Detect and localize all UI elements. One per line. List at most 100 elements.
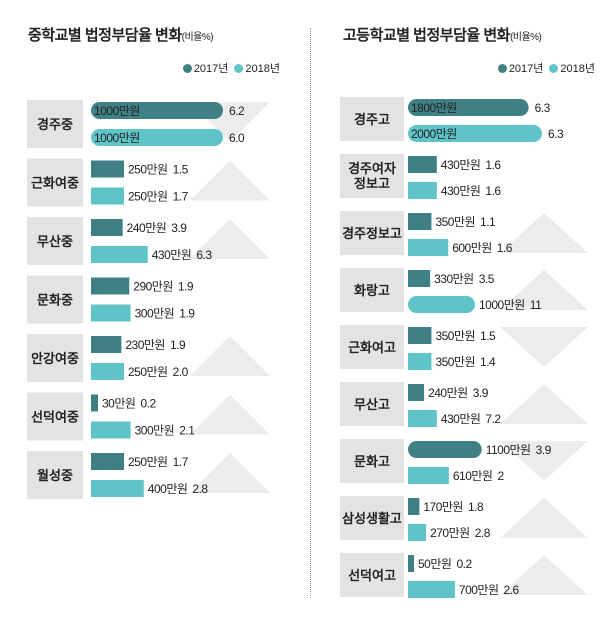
rate-label: 6.3 bbox=[548, 127, 564, 141]
rate-label: 1.6 bbox=[497, 241, 513, 255]
trend-down-icon bbox=[500, 441, 588, 481]
trend-up-icon bbox=[500, 498, 588, 538]
rate-label: 0.2 bbox=[456, 557, 472, 571]
amount-label: 400만원 bbox=[148, 482, 188, 496]
bar-y2018 bbox=[91, 187, 124, 205]
data-label-y2017: 240만원 3.9 bbox=[127, 221, 188, 235]
rate-label: 2.1 bbox=[179, 424, 195, 438]
school-group: 경주중 1000만원 6.2 1000만원 6.0 bbox=[27, 100, 270, 148]
bar-y2018 bbox=[408, 125, 542, 142]
bar-y2017 bbox=[408, 384, 425, 401]
bar-y2018 bbox=[91, 246, 148, 263]
school-group: 경주정보고 350만원 1.1 600만원 1.6 bbox=[340, 211, 588, 256]
rate-label: 1.6 bbox=[485, 184, 501, 198]
school-label-box bbox=[340, 268, 404, 312]
school-label-box bbox=[27, 334, 83, 382]
bar-y2017 bbox=[91, 160, 124, 178]
data-label-y2017: 50만원 0.2 bbox=[418, 557, 472, 571]
school-group: 선덕여고 50만원 0.2 700만원 2.6 bbox=[340, 553, 588, 598]
rate-label: 0.2 bbox=[140, 397, 156, 411]
amount-label: 350만원 bbox=[435, 355, 475, 369]
legend-label-2017: 2017년 bbox=[508, 63, 544, 75]
rate-label: 6.2 bbox=[229, 104, 245, 118]
amount-label: 430만원 bbox=[441, 158, 481, 172]
bar-y2017 bbox=[408, 498, 420, 515]
rate-label: 1.7 bbox=[173, 455, 189, 469]
school-name-label: 월성중 bbox=[37, 468, 73, 483]
school-name-label: 무산고 bbox=[354, 397, 390, 412]
legend: 2017년 2018년 bbox=[182, 60, 280, 76]
school-name-line: 월성중 bbox=[37, 468, 73, 483]
school-label-box bbox=[340, 553, 404, 597]
school-name-label: 경주중 bbox=[37, 117, 73, 132]
school-name-label: 선덕여고 bbox=[348, 568, 396, 583]
data-label-y2018: 1000만원 6.0 bbox=[94, 131, 245, 145]
title-text: 중학교별 법정부담율 변화 bbox=[28, 27, 182, 44]
rate-label: 6.3 bbox=[196, 248, 212, 262]
amount-label: 1000만원 bbox=[94, 131, 140, 145]
bar-y2018 bbox=[408, 467, 449, 484]
bar-y2018 bbox=[408, 410, 437, 427]
school-name-line: 경주중 bbox=[37, 117, 73, 132]
data-label-y2018: 430만원 1.6 bbox=[441, 184, 502, 198]
amount-label: 170만원 bbox=[423, 500, 463, 514]
data-label-y2017: 430만원 1.6 bbox=[441, 158, 502, 172]
legend-item-2017: 2017년 bbox=[182, 60, 228, 76]
rate-label: 1.8 bbox=[468, 500, 484, 514]
school-name-label: 삼성생활고 bbox=[342, 511, 402, 526]
bar-y2018 bbox=[408, 182, 437, 199]
legend-item-2017: 2017년 bbox=[497, 60, 544, 76]
rate-label: 7.2 bbox=[485, 412, 501, 426]
amount-label: 1100만원 bbox=[486, 443, 531, 457]
school-label-box bbox=[340, 97, 404, 141]
title-unit: (비율%) bbox=[509, 32, 542, 43]
rate-label: 3.9 bbox=[536, 443, 552, 457]
bar-y2018 bbox=[408, 524, 427, 541]
school-group: 경주고 1800만원 6.3 2000만원 6.3 bbox=[340, 97, 565, 142]
school-name-line: 문화고 bbox=[354, 454, 390, 469]
data-label-y2017: 1800만원 6.3 bbox=[411, 101, 551, 115]
data-label-y2018: 700만원 2.6 bbox=[459, 583, 520, 597]
school-name-label: 문화고 bbox=[354, 454, 390, 469]
bar-y2017 bbox=[408, 555, 414, 572]
school-group: 문화고 1100만원 3.9 610만원 2 bbox=[340, 439, 588, 484]
school-name-label: 경주여자 정보고 bbox=[348, 161, 396, 191]
amount-label: 270만원 bbox=[430, 526, 470, 540]
amount-label: 240만원 bbox=[428, 386, 468, 400]
bar-y2017 bbox=[91, 394, 98, 412]
school-label-box bbox=[340, 154, 404, 198]
trend-up-icon bbox=[500, 555, 588, 595]
school-group: 화랑고 330만원 3.5 1000만원 11 bbox=[340, 268, 588, 313]
data-label-y2017: 170만원 1.8 bbox=[423, 500, 484, 514]
amount-label: 250만원 bbox=[128, 365, 168, 379]
school-label-box bbox=[27, 392, 83, 441]
school-name-line: 경주고 bbox=[354, 112, 390, 127]
data-label-y2017: 1100만원 3.9 bbox=[486, 443, 552, 457]
school-group: 월성중 250만원 1.7 400만원 2.8 bbox=[27, 451, 270, 499]
bar-y2018 bbox=[408, 239, 449, 256]
amount-label: 250만원 bbox=[128, 163, 168, 177]
amount-label: 300만원 bbox=[135, 424, 175, 438]
school-name-label: 선덕여중 bbox=[31, 410, 79, 425]
title-text: 고등학교별 법정부담율 변화 bbox=[343, 27, 510, 44]
amount-label: 430만원 bbox=[441, 184, 481, 198]
amount-label: 1000만원 bbox=[479, 298, 525, 312]
data-label-y2018: 250만원 1.7 bbox=[128, 190, 189, 204]
data-label-y2018: 270만원 2.8 bbox=[430, 526, 491, 540]
school-name-line: 근화여중 bbox=[31, 176, 79, 191]
bar-y2017 bbox=[91, 336, 122, 353]
school-name-line: 무산중 bbox=[37, 234, 73, 249]
amount-label: 1000만원 bbox=[94, 104, 140, 118]
school-label-box bbox=[340, 382, 404, 426]
trend-down-icon bbox=[500, 327, 588, 367]
school-name-line: 근화여고 bbox=[348, 340, 396, 355]
rate-label: 1.5 bbox=[173, 163, 189, 177]
rate-label: 6.3 bbox=[535, 101, 551, 115]
school-label-box bbox=[27, 451, 83, 499]
rate-label: 3.9 bbox=[171, 221, 187, 235]
amount-label: 240만원 bbox=[127, 221, 167, 235]
school-name-line: 안강여중 bbox=[31, 351, 79, 366]
legend-item-2018: 2018년 bbox=[549, 60, 595, 76]
bar-y2018 bbox=[408, 296, 475, 313]
